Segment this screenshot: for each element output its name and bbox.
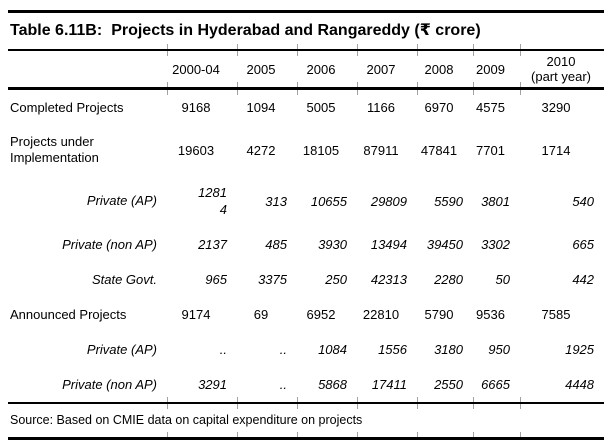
table-row: Completed Projects 9168 1094 5005 1166 6970 45… <box>8 88 605 125</box>
cell-value: 4575 <box>473 88 520 125</box>
col-header: 2009 <box>473 50 520 90</box>
cell-value: 2137 <box>198 237 227 252</box>
table-row: Private (non AP) 3291.. 5868 17411 2550 6665 4… <box>8 367 605 403</box>
cell-value: 3375 <box>258 272 287 287</box>
projects-table: Table 6.11B: Projects in Hyderabad and Ra… <box>8 10 605 440</box>
cell-value: 4448 <box>520 367 605 403</box>
cell-value: 9174 <box>181 307 211 322</box>
cell-value: 10655 <box>310 193 347 209</box>
row-label: Completed Projects <box>10 99 124 115</box>
cell-value: 5790 <box>424 307 454 322</box>
cell-value: .. <box>279 342 287 357</box>
cell-value: 3290 <box>520 88 605 125</box>
row-label-header <box>8 50 167 90</box>
cell-value: 3302 <box>481 237 510 252</box>
col-header: 2005 <box>237 50 297 90</box>
cell-value: 3930 <box>318 237 347 252</box>
row-label: State Govt. <box>91 271 157 287</box>
table-row: State Govt. 965 3375 250 42313 2280 50 442 <box>8 262 604 297</box>
cell-value: 13494 <box>370 237 407 252</box>
table-row: Projects under Implementation 19603 4272 18… <box>8 125 604 175</box>
cell-value: 485 <box>265 237 287 252</box>
table-row: Announced Projects 9174 69 6952 22810 5790 953… <box>8 297 604 332</box>
cell-value: 5590 <box>434 193 463 209</box>
cell-value: 540 <box>572 193 595 209</box>
col-header: 2010 (part year) <box>520 50 605 90</box>
cell-value: 5005 <box>297 88 357 125</box>
cell-value: 47841 <box>420 142 458 158</box>
table-container: Table 6.11B: Projects in Hyderabad and Ra… <box>8 10 605 440</box>
row-label: Private (non AP) <box>62 376 157 392</box>
table-row: Private (AP).... 1084 1556 3180 950 1925 <box>8 332 604 367</box>
cell-value: 2550 <box>417 367 473 403</box>
table-row: Private (AP) 1281 4 313 10655 29809 5590 3801 5… <box>8 175 604 227</box>
cell-value: 3180 <box>434 342 463 357</box>
source-row: Source: Based on CMIE data on capital ex… <box>8 402 605 440</box>
cell-value: 29809 <box>370 193 407 209</box>
cell-value: 2280 <box>434 272 463 287</box>
source-note: Source: Based on CMIE data on capital ex… <box>8 402 605 440</box>
table-title: Table 6.11B: Projects in Hyderabad and Ra… <box>8 10 605 51</box>
row-label: Private (AP) <box>86 341 157 357</box>
cell-value: 3801 <box>481 193 510 209</box>
cell-value: 965 <box>205 272 227 287</box>
cell-value: 313 <box>265 193 287 209</box>
cell-value: 19603 <box>177 142 215 158</box>
col-header: 2006 <box>297 50 357 90</box>
cell-value: 39450 <box>426 237 463 252</box>
cell-value: 250 <box>325 272 347 287</box>
cell-value: 22810 <box>362 307 400 322</box>
cell-value: 1094 <box>237 88 297 125</box>
cell-value: 17411 <box>357 367 417 403</box>
cell-value: 442 <box>572 272 595 287</box>
row-label: Projects under Implementation <box>10 134 99 165</box>
row-label: Private (AP) <box>86 193 157 208</box>
col-header: 2000-04 <box>167 50 237 90</box>
table-title-text: Projects in Hyderabad and Rangareddy (₹ … <box>111 22 481 39</box>
cell-value: 6970 <box>417 88 473 125</box>
cell-value: 3291 <box>167 367 237 403</box>
cell-value: 9168 <box>167 88 237 125</box>
cell-value: 42313 <box>370 272 407 287</box>
cell-value: 9536 <box>476 307 505 322</box>
cell-value: 7585 <box>541 307 571 322</box>
cell-value: 5868 <box>297 367 357 403</box>
cell-value: 6665 <box>473 367 520 403</box>
col-header: 2008 <box>417 50 473 90</box>
table-row: Private (non AP) 2137 485 3930 13494 39450 330… <box>8 227 604 262</box>
col-header: 2007 <box>357 50 417 90</box>
cell-value: .. <box>219 342 227 357</box>
table-number: Table 6.11B: <box>10 22 103 39</box>
cell-value: 4272 <box>246 142 276 158</box>
cell-value: 7701 <box>476 142 505 158</box>
table-body: Completed Projects 9168 1094 5005 1166 6970 45… <box>8 88 605 403</box>
cell-value: 1084 <box>318 342 347 357</box>
cell-value: 1714 <box>541 142 571 158</box>
cell-value: 1166 <box>357 88 417 125</box>
header-row: 2000-04 2005 2006 2007 2008 2009 2010 (part ye… <box>8 50 605 90</box>
cell-value: 69 <box>253 307 269 322</box>
cell-value: 1925 <box>565 342 595 357</box>
cell-value: 6952 <box>306 307 336 322</box>
cell-value: 1281 4 <box>198 185 227 217</box>
cell-value: .. <box>237 367 297 403</box>
cell-value: 50 <box>495 272 510 287</box>
row-label: Private (non AP) <box>62 236 157 252</box>
row-label: Announced Projects <box>10 306 127 322</box>
cell-value: 950 <box>488 342 510 357</box>
cell-value: 18105 <box>302 142 340 158</box>
cell-value: 87911 <box>363 142 399 158</box>
cell-value: 665 <box>572 237 595 252</box>
title-row: Table 6.11B: Projects in Hyderabad and Ra… <box>8 10 605 51</box>
cell-value: 1556 <box>378 342 407 357</box>
